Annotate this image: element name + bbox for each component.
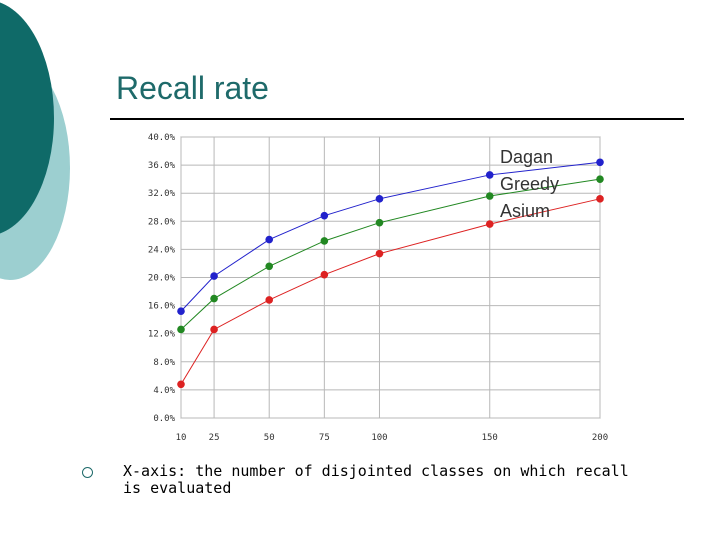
y-tick-label: 36.0%: [148, 161, 176, 171]
slide-title: Recall rate: [116, 70, 269, 106]
data-point-dagan: [596, 158, 604, 167]
data-point-dagan: [177, 307, 185, 316]
y-tick-label: 8.0%: [153, 358, 175, 368]
data-point-asium: [210, 325, 218, 334]
x-tick-label: 25: [209, 433, 220, 443]
data-point-dagan: [210, 272, 218, 280]
data-point-dagan: [375, 195, 384, 203]
data-point-greedy: [375, 218, 384, 227]
data-point-greedy: [177, 325, 185, 334]
data-point-asium: [177, 380, 185, 389]
y-tick-label: 16.0%: [148, 302, 176, 312]
data-point-dagan: [485, 171, 494, 179]
y-tick-label: 20.0%: [148, 274, 176, 284]
data-point-asium: [485, 220, 494, 228]
y-tick-label: 28.0%: [148, 217, 176, 227]
y-tick-label: 40.0%: [148, 133, 176, 143]
x-tick-label: 10: [176, 433, 187, 443]
data-point-asium: [596, 195, 604, 203]
title-underline: [110, 118, 684, 120]
x-tick-label: 150: [482, 433, 498, 443]
legend-entry-asium: Asium: [500, 201, 550, 221]
y-tick-label: 12.0%: [148, 330, 176, 340]
recall-rate-chart: 0.0% 4.0% 8.0% 12.0% 16.0% 20.0% 24.0% 28.0% 32.…: [148, 133, 608, 443]
bullet-text: X-axis: the number of disjointed classes…: [123, 462, 629, 497]
x-tick-label: 50: [264, 433, 275, 443]
data-point-dagan: [265, 235, 274, 244]
legend-entry-dagan: Dagan: [500, 147, 553, 167]
bullet-marker: [82, 467, 93, 478]
x-tick-label: 100: [371, 433, 387, 443]
data-point-asium: [265, 296, 274, 304]
data-point-greedy: [320, 237, 329, 245]
data-point-greedy: [210, 294, 218, 303]
data-point-dagan: [320, 211, 329, 220]
y-tick-label: 0.0%: [153, 414, 175, 424]
data-point-greedy: [265, 262, 274, 271]
y-tick-label: 24.0%: [148, 245, 176, 255]
x-tick-label: 200: [592, 433, 608, 443]
y-tick-label: 4.0%: [153, 386, 175, 396]
data-point-greedy: [485, 192, 494, 200]
data-point-asium: [375, 249, 384, 258]
x-tick-label: 75: [319, 433, 330, 443]
y-tick-label: 32.0%: [148, 189, 176, 199]
decorative-circles: [0, 2, 70, 280]
data-point-asium: [320, 270, 329, 279]
data-point-greedy: [596, 175, 604, 183]
legend-entry-greedy: Greedy: [500, 174, 559, 194]
